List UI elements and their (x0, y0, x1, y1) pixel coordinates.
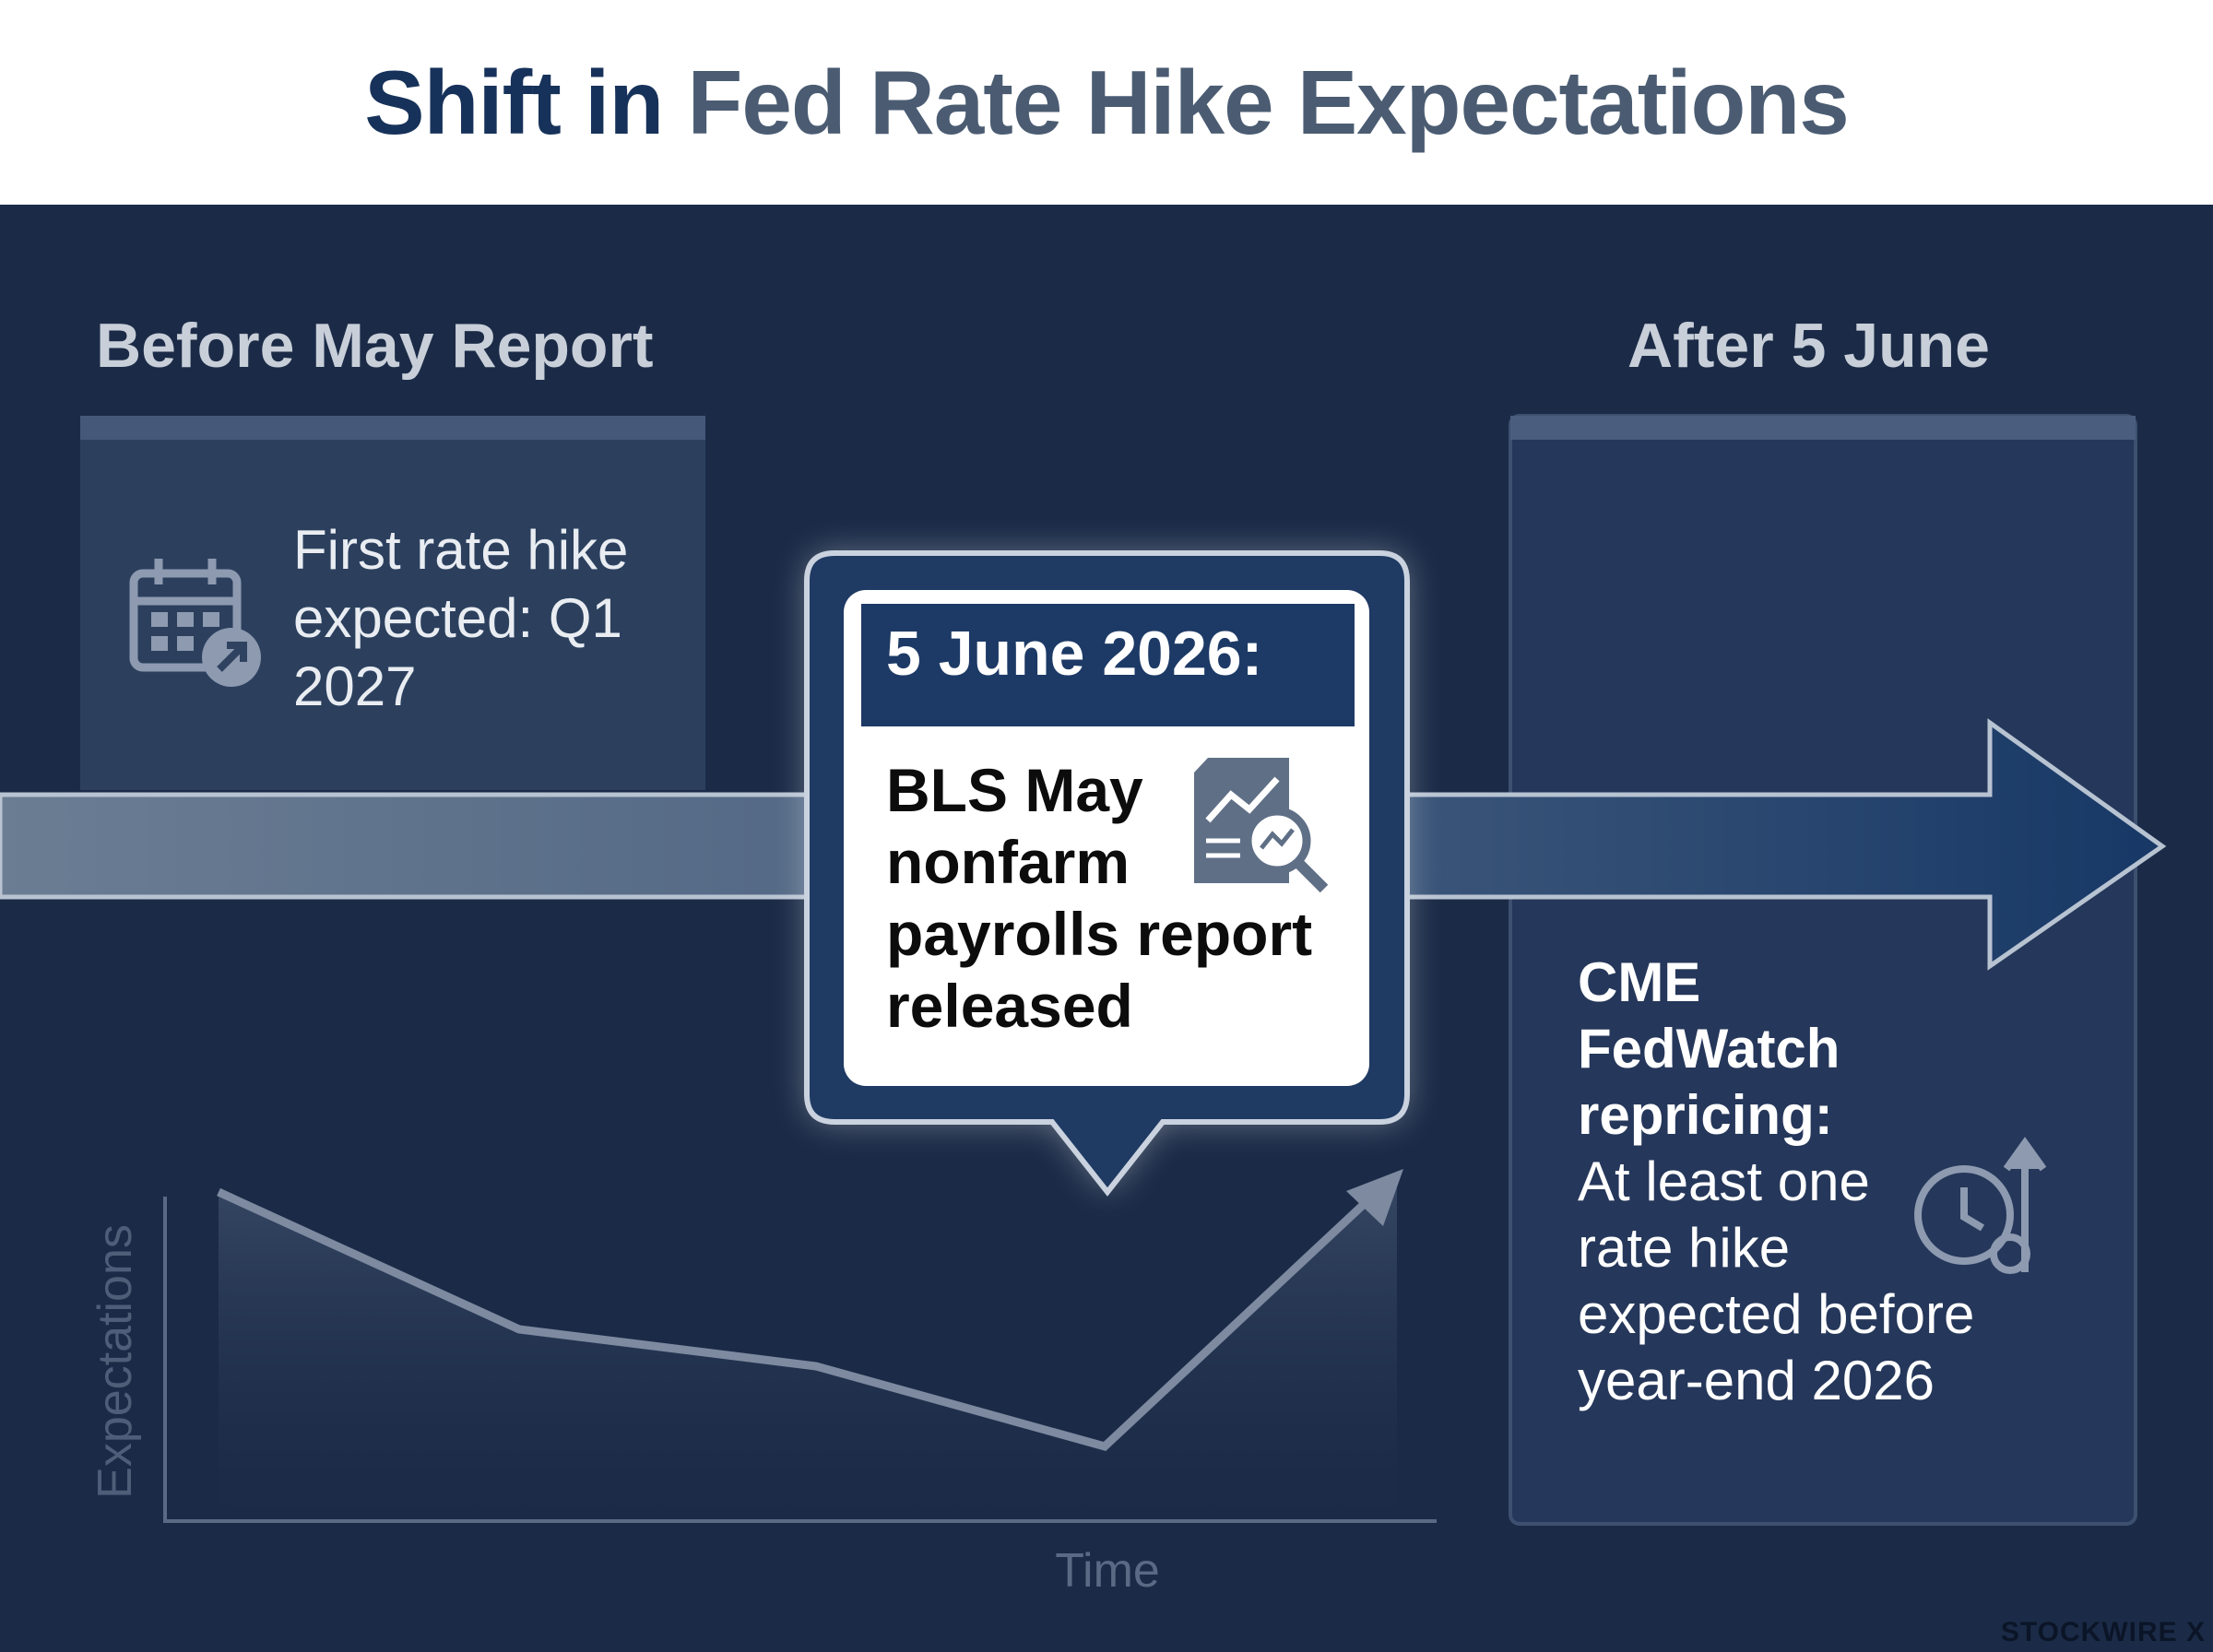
after-text-bold: CME FedWatch repricing: (1578, 951, 1840, 1146)
after-box-top (1510, 416, 2136, 440)
after-text-body: At least one rate hike expected before y… (1578, 1150, 1975, 1411)
event-date: 5 June 2026: (886, 619, 1263, 689)
report-icon (1194, 758, 1329, 893)
callout-header (861, 604, 1355, 726)
icon-space (1891, 1097, 2020, 1235)
calendar-icon (129, 559, 242, 672)
title-rest: Fed Rate Hike Expectations (687, 51, 1849, 153)
event-text: BLS May nonfarm payrolls report released (886, 756, 1313, 1040)
title: Shift in Fed Rate Hike Expectations (364, 51, 1850, 155)
brand: STOCKWIRE X (2000, 1617, 2206, 1647)
sketch-area (219, 1174, 1397, 1521)
sketch-line (217, 1187, 1378, 1452)
title-lead: Shift in (364, 51, 664, 153)
before-text: First rate hike expected: Q1 2027 (293, 519, 629, 717)
before-box-top (80, 416, 705, 440)
sketch-x-label: Time (1055, 1544, 1160, 1598)
after-heading: After 5 June (1627, 311, 1990, 381)
after-text: CME FedWatch repricing: At least one rat… (1578, 950, 2020, 1414)
header: Shift in Fed Rate Hike Expectations (0, 0, 2213, 205)
sketch-arrowhead (1346, 1169, 1403, 1226)
clock-icon (1914, 1137, 2047, 1274)
before-heading: Before May Report (96, 311, 654, 381)
calendar-arrow (217, 642, 247, 672)
sketch-y-label: Expectations (89, 1224, 142, 1499)
